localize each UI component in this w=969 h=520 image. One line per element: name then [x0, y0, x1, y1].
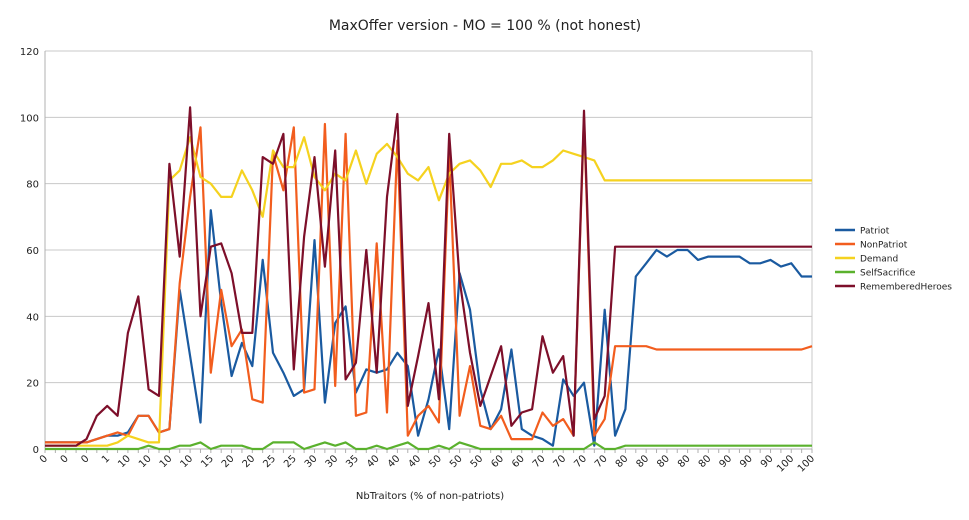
- x-tick-label: 30: [303, 453, 320, 470]
- x-tick-label: 10: [158, 453, 175, 470]
- x-tick-label: 80: [635, 453, 652, 470]
- x-tick-label: 40: [406, 453, 423, 470]
- x-tick-label: 50: [469, 453, 486, 470]
- y-tick-label: 0: [33, 445, 39, 456]
- x-tick-label: 25: [282, 453, 299, 470]
- x-tick-label: 0: [79, 453, 91, 465]
- legend-label: Patriot: [860, 227, 890, 237]
- x-axis-title: NbTraitors (% of non-patriots): [356, 491, 504, 502]
- x-tick-label: 90: [717, 453, 734, 470]
- series-lines: [45, 106, 813, 451]
- x-tick-label: 40: [365, 453, 382, 470]
- y-tick-label: 100: [20, 113, 39, 124]
- x-tick-label: 100: [796, 453, 817, 474]
- x-axis: 0 0 0 1 10 10 10 10 15 20 20 25 25 30 30 35 40 40 40 50 50 50…: [38, 448, 817, 475]
- x-tick-label: 0: [59, 453, 71, 465]
- x-tick-label: 60: [489, 453, 506, 470]
- x-tick-label: 20: [220, 453, 237, 470]
- x-tick-label: 70: [531, 453, 548, 470]
- x-tick-label: 70: [552, 453, 569, 470]
- x-tick-label: 50: [427, 453, 444, 470]
- x-tick-label: 70: [593, 453, 610, 470]
- x-tick-label: 50: [448, 453, 465, 470]
- x-tick-label: 20: [241, 453, 258, 470]
- legend-label: NonPatriot: [860, 241, 908, 251]
- x-tick-label: 40: [386, 453, 403, 470]
- x-tick-label: 100: [775, 453, 796, 474]
- y-axis: 0 20 40 60 80 100 120: [20, 47, 46, 456]
- x-tick-label: 80: [697, 453, 714, 470]
- x-tick-label: 1: [100, 453, 112, 465]
- x-tick-label: 10: [116, 453, 133, 470]
- x-tick-label: 30: [324, 453, 341, 470]
- y-tick-label: 20: [26, 379, 39, 390]
- y-tick-label: 40: [26, 312, 39, 323]
- x-tick-label: 60: [510, 453, 527, 470]
- x-tick-label: 25: [261, 453, 278, 470]
- x-tick-label: 10: [178, 453, 195, 470]
- y-tick-label: 60: [26, 246, 39, 257]
- x-tick-label: 15: [199, 453, 216, 470]
- chart-title: MaxOffer version - MO = 100 % (not hones…: [329, 18, 641, 34]
- series-line-nonpatriot: [45, 116, 813, 444]
- legend-label: RememberedHeroes: [860, 283, 952, 293]
- x-tick-label: 10: [137, 453, 154, 470]
- y-tick-label: 80: [26, 180, 39, 191]
- y-tick-label: 120: [20, 47, 39, 58]
- x-tick-label: 0: [38, 453, 50, 465]
- x-tick-label: 35: [344, 453, 361, 470]
- legend-label: Demand: [860, 255, 898, 265]
- series-line-selfsacrifice: [45, 441, 812, 451]
- legend: Patriot NonPatriot Demand SelfSacrifice Reme…: [835, 227, 952, 293]
- x-tick-label: 90: [738, 453, 755, 470]
- x-tick-label: 80: [655, 453, 672, 470]
- series-line-demand: [45, 136, 812, 447]
- x-tick-label: 90: [759, 453, 776, 470]
- x-tick-label: 80: [676, 453, 693, 470]
- series-line-rememberedheroes: [45, 106, 812, 447]
- legend-label: SelfSacrifice: [860, 269, 916, 279]
- x-tick-label: 80: [614, 453, 631, 470]
- x-tick-label: 70: [572, 453, 589, 470]
